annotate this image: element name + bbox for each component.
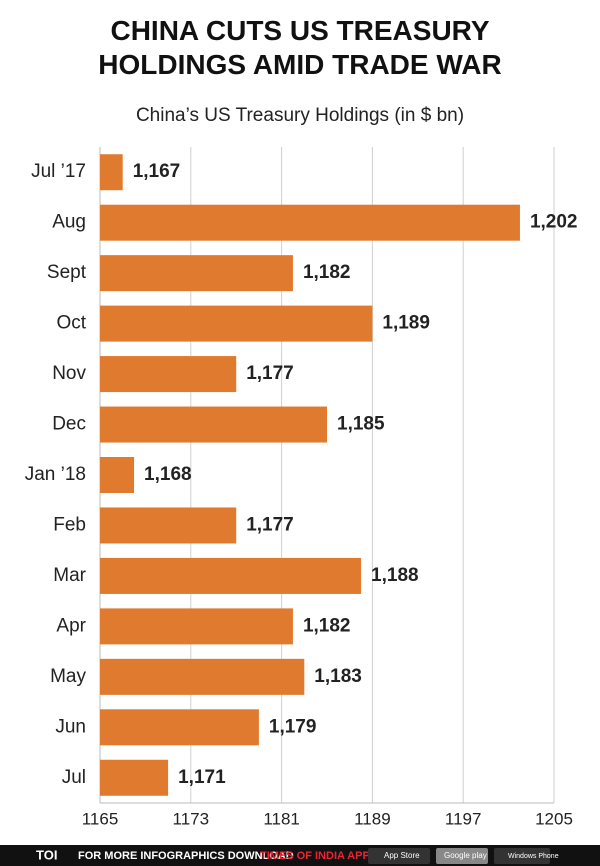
value-label: 1,189: [382, 313, 430, 334]
footer-brand: TOI: [36, 847, 57, 862]
value-label: 1,177: [246, 514, 294, 535]
x-tick-label: 1165: [82, 809, 119, 828]
x-tick-label: 1189: [354, 809, 391, 828]
y-tick-label: Nov: [52, 363, 86, 384]
value-label: 1,177: [246, 363, 294, 384]
footer-text: FOR MORE INFOGRAPHICS DOWNLOAD: [78, 850, 294, 862]
bar: [100, 204, 520, 241]
y-tick-label: Dec: [52, 414, 86, 435]
bar: [100, 658, 305, 695]
y-tick-label: Jun: [55, 716, 86, 737]
footer-app: TIMES OF INDIA APP: [260, 850, 370, 862]
x-tick-label: 1181: [263, 809, 300, 828]
badge: [368, 848, 430, 864]
badge-text: Google play: [444, 851, 487, 860]
bar: [100, 507, 237, 544]
y-tick-label: Aug: [52, 212, 86, 233]
chart-title: CHINA CUTS US TREASURY HOLDINGS AMID TRA…: [98, 15, 502, 80]
x-tick-label: 1173: [173, 809, 210, 828]
badge: [494, 848, 550, 864]
bar: [100, 709, 259, 746]
value-label: 1,171: [178, 767, 226, 788]
y-tick-label: Apr: [56, 615, 86, 636]
bar: [100, 557, 362, 594]
chart-subtitle: China’s US Treasury Holdings (in $ bn): [136, 105, 464, 126]
y-tick-label: May: [50, 666, 86, 687]
y-tick-label: Feb: [53, 514, 86, 535]
value-label: 1,168: [144, 464, 192, 485]
x-tick-label: 1205: [535, 809, 573, 828]
value-label: 1,185: [337, 414, 385, 435]
bar: [100, 406, 327, 443]
bar: [100, 356, 237, 393]
value-label: 1,202: [530, 212, 578, 233]
value-label: 1,167: [133, 161, 181, 182]
y-tick-label: Jul ’17: [31, 161, 86, 182]
bar: [100, 255, 293, 292]
badge-text: Windows Phone: [508, 853, 559, 860]
value-label: 1,182: [303, 262, 351, 283]
y-tick-label: Mar: [53, 565, 86, 586]
value-label: 1,179: [269, 716, 317, 737]
y-tick-label: Oct: [56, 313, 86, 334]
y-tick-label: Jul: [62, 767, 86, 788]
y-tick-label: Jan ’18: [25, 464, 86, 485]
y-tick-label: Sept: [47, 262, 87, 283]
badge-text: App Store: [384, 851, 420, 860]
badge: [436, 848, 488, 864]
value-label: 1,182: [303, 615, 351, 636]
x-tick-label: 1197: [445, 809, 482, 828]
value-label: 1,183: [314, 666, 362, 687]
bar: [100, 154, 123, 191]
bar: [100, 608, 293, 645]
bar: [100, 305, 373, 342]
bar: [100, 457, 135, 493]
bar: [100, 759, 169, 796]
value-label: 1,188: [371, 565, 419, 586]
